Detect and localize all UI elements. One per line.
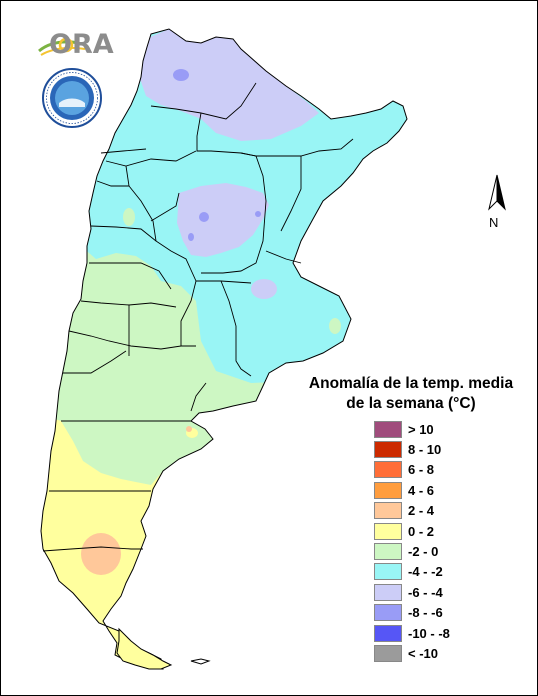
ora-logo: ORA	[37, 29, 114, 63]
legend-swatch	[374, 583, 402, 601]
legend-item: -6 - -4	[374, 582, 450, 602]
zone-neg8-neg6-a	[173, 69, 189, 81]
north-label: N	[489, 215, 499, 230]
legend-label: 0 - 2	[408, 523, 435, 539]
legend-swatch	[374, 420, 402, 438]
zone-neg6-neg4-north	[139, 29, 319, 141]
zone-neg6-neg4-east	[251, 279, 277, 299]
legend-item: 2 - 4	[374, 501, 450, 521]
legend-item: -4 - -2	[374, 562, 450, 582]
legend-label: 2 - 4	[408, 503, 435, 519]
islands-east	[190, 658, 211, 665]
north-arrow-icon	[488, 174, 506, 211]
legend-label: > 10	[408, 421, 434, 437]
north-arrow: N	[481, 173, 517, 235]
legend-swatch	[374, 604, 402, 622]
legend-title: Anomalía de la temp. media de la semana …	[296, 374, 526, 414]
legend-swatch	[374, 441, 402, 459]
zone-2-4-coast	[186, 426, 192, 432]
legend-swatch	[374, 502, 402, 520]
legend-label: 8 - 10	[408, 442, 442, 458]
legend-item: > 10	[374, 419, 450, 439]
legend-swatch	[374, 624, 402, 642]
smn-seal	[41, 67, 103, 129]
legend-item: 0 - 2	[374, 521, 450, 541]
legend-swatch	[374, 644, 402, 662]
zone-neg2-0-patch-a	[123, 208, 135, 226]
legend-swatch	[374, 563, 402, 581]
zone-neg6-neg4-center	[177, 183, 269, 257]
legend-item: < -10	[374, 643, 450, 663]
zone-neg8-neg6-c	[188, 233, 194, 241]
legend-swatch	[374, 543, 402, 561]
legend-label: 4 - 6	[408, 482, 435, 498]
legend-title-line1: Anomalía de la temp. media	[308, 375, 514, 392]
zone-neg2-0-patch-b	[329, 318, 341, 334]
legend-label: -2 - 0	[408, 544, 439, 560]
ora-logo-text: ORA	[49, 29, 114, 60]
legend-item: -10 - -8	[374, 623, 450, 643]
legend-item: -8 - -6	[374, 603, 450, 623]
legend-label: < -10	[408, 645, 438, 661]
legend: > 10 8 - 10 6 - 8 4 - 6 2 - 4 0 - 2 -2 - 0 -4 -…	[374, 419, 450, 664]
legend-item: 8 - 10	[374, 439, 450, 459]
tierra-del-fuego-outline	[116, 627, 173, 670]
province-boundaries	[42, 82, 354, 552]
smn-seal-graphic	[42, 68, 102, 128]
legend-label: -10 - -8	[408, 625, 450, 641]
legend-title-line2: de la semana (°C)	[346, 395, 476, 412]
legend-swatch	[374, 461, 402, 479]
legend-swatch	[374, 522, 402, 540]
legend-label: -4 - -2	[408, 564, 443, 580]
legend-label: -8 - -6	[408, 605, 443, 621]
legend-item: -2 - 0	[374, 541, 450, 561]
zone-neg8-neg6-b	[199, 212, 209, 222]
ora-logo-swoosh	[38, 37, 86, 56]
legend-swatch	[374, 481, 402, 499]
zone-neg8-neg6-d	[255, 211, 261, 217]
legend-label: -6 - -4	[408, 584, 443, 600]
legend-item: 6 - 8	[374, 460, 450, 480]
legend-item: 4 - 6	[374, 480, 450, 500]
zone-2-4-south	[81, 533, 121, 575]
legend-label: 6 - 8	[408, 462, 435, 478]
